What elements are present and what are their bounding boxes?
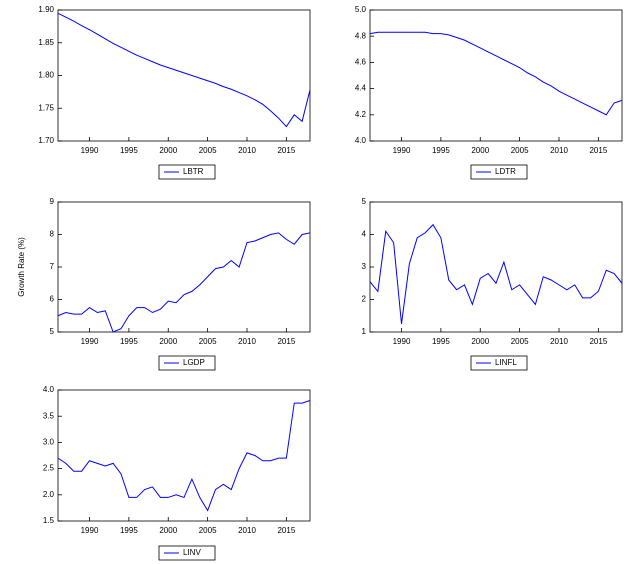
y-tick-label: 1.80 [38, 71, 54, 80]
x-tick-label: 2015 [589, 337, 607, 346]
x-tick-label: 2000 [159, 337, 177, 346]
x-tick-label: 1990 [81, 337, 99, 346]
y-tick-label: 3.5 [43, 411, 55, 420]
x-tick-label: 1990 [81, 526, 99, 535]
x-tick-label: 1995 [120, 146, 138, 155]
panel: 1.5 2.0 2.5 3.0 3.5 4.0 1990 1995 2000 2005 2010 20… [43, 385, 311, 561]
y-tick-label: 1 [362, 327, 367, 336]
y-tick-label: 1.70 [38, 136, 54, 145]
x-tick-label: 2005 [511, 146, 529, 155]
x-tick-label: 2000 [159, 146, 177, 155]
y-tick-label: 2.0 [43, 490, 55, 499]
y-axis-label: Growth Rate (%) [17, 237, 26, 297]
legend-label: LBTR [183, 167, 204, 176]
y-tick-label: 3 [362, 262, 367, 271]
legend-label: LINV [183, 548, 201, 557]
y-tick-label: 2 [362, 295, 367, 304]
x-tick-label: 1995 [432, 146, 450, 155]
x-tick-label: 2015 [589, 146, 607, 155]
x-tick-label: 2015 [277, 146, 295, 155]
x-tick-label: 2010 [550, 146, 568, 155]
y-tick-label: 4.8 [355, 31, 367, 40]
x-tick-label: 2000 [159, 526, 177, 535]
plot-frame [369, 9, 623, 142]
plot-frame [57, 389, 311, 522]
x-tick-label: 1990 [393, 146, 411, 155]
x-tick-label: 1995 [432, 337, 450, 346]
y-tick-label: 6 [50, 295, 55, 304]
y-tick-label: 9 [50, 197, 55, 206]
y-tick-label: 5.0 [355, 5, 367, 14]
legend-label: LDTR [495, 167, 516, 176]
y-tick-label: 7 [50, 262, 55, 271]
x-tick-label: 2005 [199, 337, 217, 346]
x-tick-label: 1995 [120, 337, 138, 346]
y-tick-label: 1.90 [38, 5, 54, 14]
legend-box [158, 545, 216, 561]
legend-label: LGDP [183, 358, 205, 367]
plot-frame [57, 9, 311, 142]
y-tick-label: 5 [362, 197, 367, 206]
y-tick-label: 4.2 [355, 110, 367, 119]
x-tick-label: 2005 [199, 146, 217, 155]
x-tick-label: 2010 [238, 337, 256, 346]
y-tick-label: 5 [50, 327, 55, 336]
panel: 1 2 3 4 5 1990 1995 2000 2005 2010 2015 LINFL [362, 197, 623, 371]
series-line [57, 12, 311, 128]
panel: 4.0 4.2 4.4 4.6 4.8 5.0 1990 1995 2000 2005 2010 20… [355, 5, 623, 180]
x-tick-label: 2015 [277, 526, 295, 535]
x-tick-label: 1995 [120, 526, 138, 535]
panel: 1.70 1.75 1.80 1.85 1.90 1990 1995 2000 2005 2010… [38, 5, 311, 180]
series-line [369, 31, 623, 116]
y-tick-label: 3.0 [43, 438, 55, 447]
y-tick-label: 4.4 [355, 84, 367, 93]
panel: 5 6 7 8 9 1990 1995 2000 2005 2010 2015 Growth Rate… [17, 197, 311, 371]
y-tick-label: 1.5 [43, 516, 55, 525]
series-line [57, 400, 311, 512]
y-tick-label: 4.0 [43, 385, 55, 394]
legend-box [158, 355, 216, 371]
x-tick-label: 2010 [238, 526, 256, 535]
x-tick-label: 2010 [550, 337, 568, 346]
x-tick-label: 1990 [393, 337, 411, 346]
x-tick-label: 2005 [511, 337, 529, 346]
x-tick-label: 2005 [199, 526, 217, 535]
legend-box [158, 164, 216, 180]
y-tick-label: 4.6 [355, 58, 367, 67]
legend-label: LINFL [495, 358, 517, 367]
y-tick-label: 4.0 [355, 136, 367, 145]
series-line [369, 223, 623, 324]
plot-frame [57, 201, 311, 333]
y-tick-label: 2.5 [43, 464, 55, 473]
x-tick-label: 2010 [238, 146, 256, 155]
series-line [57, 232, 311, 333]
plot-frame [369, 201, 623, 333]
x-tick-label: 2000 [471, 146, 489, 155]
x-tick-label: 1990 [81, 146, 99, 155]
legend-box [470, 355, 528, 371]
y-tick-label: 1.85 [38, 38, 54, 47]
x-tick-label: 2015 [277, 337, 295, 346]
y-tick-label: 4 [362, 230, 367, 239]
y-tick-label: 8 [50, 230, 55, 239]
legend-box [470, 164, 528, 180]
y-tick-label: 1.75 [38, 103, 54, 112]
x-tick-label: 2000 [471, 337, 489, 346]
